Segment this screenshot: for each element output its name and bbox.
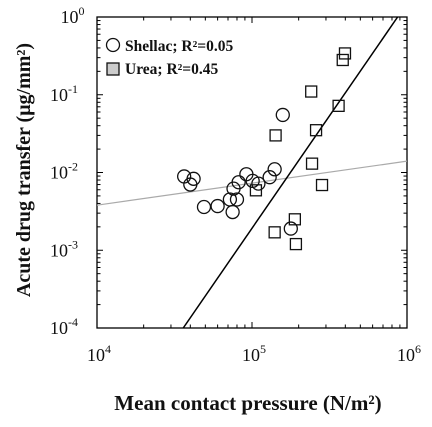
shellac-point (283, 221, 298, 236)
legend-label-urea: Urea; R²=0.45 (125, 61, 219, 78)
urea-point (249, 184, 263, 197)
urea-point (332, 99, 345, 112)
urea-point (289, 237, 303, 251)
shellac-point (267, 162, 282, 177)
y-tick-label-exponent: -4 (68, 315, 78, 329)
x-tick-label-exponent: 4 (105, 342, 111, 356)
y-axis-label: Acute drug transfer (μg/mm²) (13, 43, 35, 297)
axis-ticks (96, 16, 408, 329)
urea-point (305, 85, 318, 98)
shellac-point (275, 107, 290, 123)
shellac-point (210, 198, 225, 214)
x-tick-label: 104 (87, 342, 111, 365)
data-points (177, 47, 352, 251)
legend-marker-shellac (105, 37, 121, 53)
shellac-point (196, 199, 212, 215)
y-tick-label: 10-2 (50, 160, 78, 183)
fit-line-urea (182, 17, 399, 328)
y-tick-label: 10-1 (50, 82, 78, 105)
shellac-point (186, 171, 201, 186)
y-tick-label: 100 (61, 4, 85, 27)
x-tick-label-exponent: 6 (415, 342, 421, 356)
x-tick-label-exponent: 5 (260, 342, 266, 356)
legend-marker-urea (106, 62, 120, 76)
urea-point (338, 47, 352, 60)
legend: Shellac; R²=0.05 Urea; R²=0.45 (105, 37, 233, 78)
urea-point (315, 178, 329, 192)
legend-label-shellac: Shellac; R²=0.05 (125, 38, 233, 55)
shellac-point (262, 170, 277, 185)
shellac-point (225, 204, 240, 220)
y-tick-label: 10-4 (50, 315, 78, 338)
urea-point (309, 124, 323, 137)
urea-point (269, 129, 282, 142)
urea-point (288, 213, 302, 226)
shellac-point (231, 175, 246, 190)
shellac-point (251, 176, 266, 191)
y-tick-label-exponent: -2 (68, 160, 78, 174)
y-tick-label: 10-3 (50, 237, 78, 260)
shellac-point (229, 192, 245, 207)
x-tick-label: 105 (242, 342, 266, 365)
y-tick-label-exponent: 0 (79, 4, 85, 18)
x-axis-label: Mean contact pressure (N/m²) (114, 391, 381, 415)
y-tick-label-exponent: -3 (68, 237, 78, 251)
urea-point (268, 226, 281, 239)
x-tick-label: 106 (397, 342, 421, 365)
y-tick-label-exponent: -1 (68, 82, 78, 96)
urea-point (336, 53, 349, 67)
urea-point (305, 157, 319, 170)
